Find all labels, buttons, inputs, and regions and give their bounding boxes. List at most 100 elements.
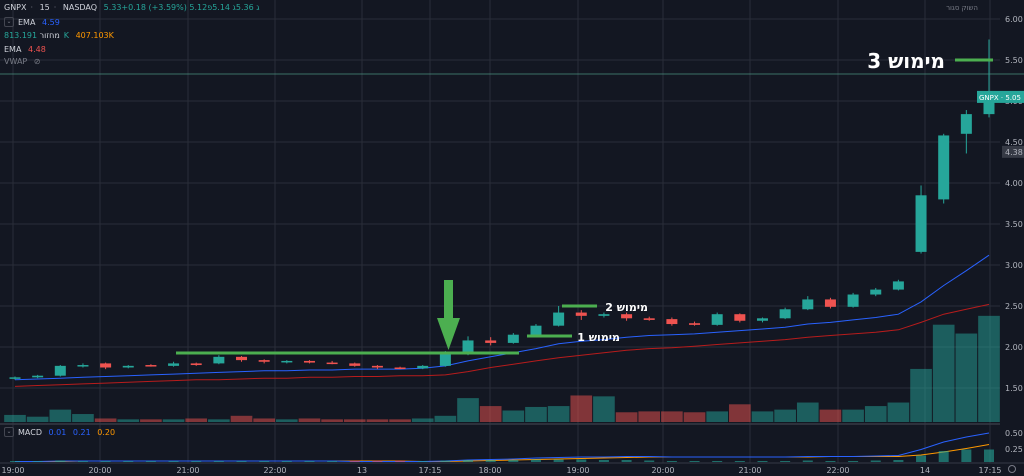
- gear-icon[interactable]: [1008, 465, 1016, 473]
- candle-body: [666, 319, 678, 325]
- volume-legend[interactable]: מחזור 813.191K 407.103K: [4, 31, 118, 40]
- volume-bar: [638, 411, 661, 422]
- candle-body: [54, 365, 66, 376]
- volume-bar: [457, 398, 479, 422]
- time-tick-label: 17:15: [978, 466, 1001, 475]
- time-tick-label: 18:00: [478, 466, 501, 475]
- symbol-text[interactable]: GNPX: [4, 3, 27, 12]
- macd-histogram-bar: [666, 461, 677, 462]
- candle-body: [303, 360, 315, 363]
- macd-tick-label: 0.50: [1005, 429, 1023, 438]
- volume-bar: [366, 419, 389, 422]
- volume-bar: [796, 402, 819, 422]
- ema1-value: 4.59: [41, 17, 60, 27]
- macd-histogram-bar: [191, 461, 202, 462]
- ema-lines: [14, 254, 990, 387]
- volume-bar: [162, 419, 185, 422]
- symbol-header: GNPX · 15 · NASDAQ 5.33+0.18 (+3.59%) 5.12…: [4, 3, 260, 12]
- ema2-legend[interactable]: EMA 4.48: [4, 45, 50, 54]
- volume-bar: [842, 409, 864, 422]
- candle-body: [870, 289, 882, 295]
- volume-bar: [932, 324, 955, 422]
- volume-bar: [230, 415, 253, 422]
- macd-histogram-bar: [757, 461, 768, 462]
- macd-histogram-bar: [213, 461, 224, 462]
- ohlc-text: 5.33+0.18 (+3.59%) 5.12ג 5.36ג 5.14פ: [103, 3, 260, 12]
- candle-body: [190, 363, 202, 366]
- current-price-label: GNPX · 5.05: [979, 94, 1021, 102]
- volume-bar: [887, 402, 910, 422]
- macd-histogram-bar: [576, 459, 587, 462]
- macd-histogram-bar: [32, 461, 43, 462]
- time-tick-label: 21:00: [176, 466, 199, 475]
- volume-bar: [208, 419, 230, 422]
- price-tick-label: 5.50: [1005, 56, 1023, 65]
- macd-histogram-bar: [304, 461, 315, 462]
- candle-body: [960, 114, 972, 134]
- volume-bar: [434, 415, 457, 422]
- macd-histogram-bar: [259, 461, 270, 462]
- volume-bar: [94, 418, 117, 422]
- volume-bar: [751, 411, 774, 422]
- candle-body: [462, 340, 474, 353]
- volume-bar: [683, 412, 706, 422]
- time-tick-label: 22:00: [263, 466, 286, 475]
- candle-body: [485, 340, 497, 343]
- ema1-legend[interactable]: ⌄ EMA 4.59: [4, 17, 64, 27]
- interval-text[interactable]: 15: [39, 3, 50, 12]
- candle-body: [394, 367, 406, 369]
- volume-bar: [729, 404, 751, 422]
- entry-arrow-icon: [437, 280, 460, 350]
- volume-bar: [479, 406, 502, 422]
- price-tag-label: 4.38: [1005, 148, 1023, 157]
- macd-histogram-bar: [825, 461, 836, 462]
- volume-bar: [774, 409, 796, 422]
- macd-histogram-bar: [916, 455, 927, 462]
- time-tick-label: 13: [357, 466, 367, 475]
- level2-label: מימוש 2: [605, 301, 648, 314]
- macd-histogram-bar: [77, 461, 88, 462]
- macd-histogram-bar: [621, 460, 632, 462]
- hidden-eye-icon[interactable]: ⊘: [33, 57, 41, 66]
- time-tick-label: 19:00: [1, 466, 24, 475]
- macd-histogram-bar: [893, 460, 904, 462]
- candle-body: [756, 318, 768, 321]
- current-price-tag: [977, 90, 1024, 103]
- volume-bar: [525, 406, 547, 422]
- macd-histogram-bar: [508, 460, 519, 462]
- volume-bar: [343, 419, 366, 422]
- collapse-icon[interactable]: ⌄: [4, 17, 14, 27]
- candle-body: [9, 377, 21, 379]
- candle-body: [100, 363, 112, 368]
- candle-body: [598, 314, 610, 316]
- volume-bar: [72, 414, 94, 422]
- time-tick-label: 14: [920, 466, 930, 475]
- candle-body: [236, 356, 248, 361]
- volume-bar: [978, 315, 1000, 422]
- macd-histogram-bar: [55, 460, 66, 462]
- volume-value2: 407.103K: [75, 31, 114, 40]
- macd-histogram-bar: [168, 461, 179, 462]
- macd-histogram-bar: [734, 461, 745, 462]
- macd-pane: [10, 432, 994, 462]
- macd-tick-label: 0.25: [1005, 445, 1023, 454]
- level1-label: מימוש 1: [577, 331, 620, 344]
- candle-body: [983, 96, 995, 115]
- candle-body: [530, 325, 542, 335]
- candlesticks: [9, 39, 995, 380]
- volume-bar: [4, 414, 26, 422]
- vwap-legend[interactable]: VWAP ⊘: [4, 57, 45, 66]
- volume-bar: [321, 419, 343, 422]
- macd-histogram-bar: [984, 449, 994, 462]
- time-tick-label: 19:00: [566, 466, 589, 475]
- volume-bar: [389, 419, 411, 422]
- volume-bar: [253, 418, 275, 422]
- volume-bar: [49, 409, 72, 422]
- macd-legend[interactable]: ⌄ MACD 0.01 0.21 0.20: [4, 427, 119, 437]
- collapse-icon[interactable]: ⌄: [4, 427, 14, 437]
- macd-histogram-bar: [802, 460, 813, 462]
- macd-value2: 0.21: [72, 427, 91, 437]
- candle-body: [32, 375, 44, 378]
- candle-body: [847, 294, 859, 307]
